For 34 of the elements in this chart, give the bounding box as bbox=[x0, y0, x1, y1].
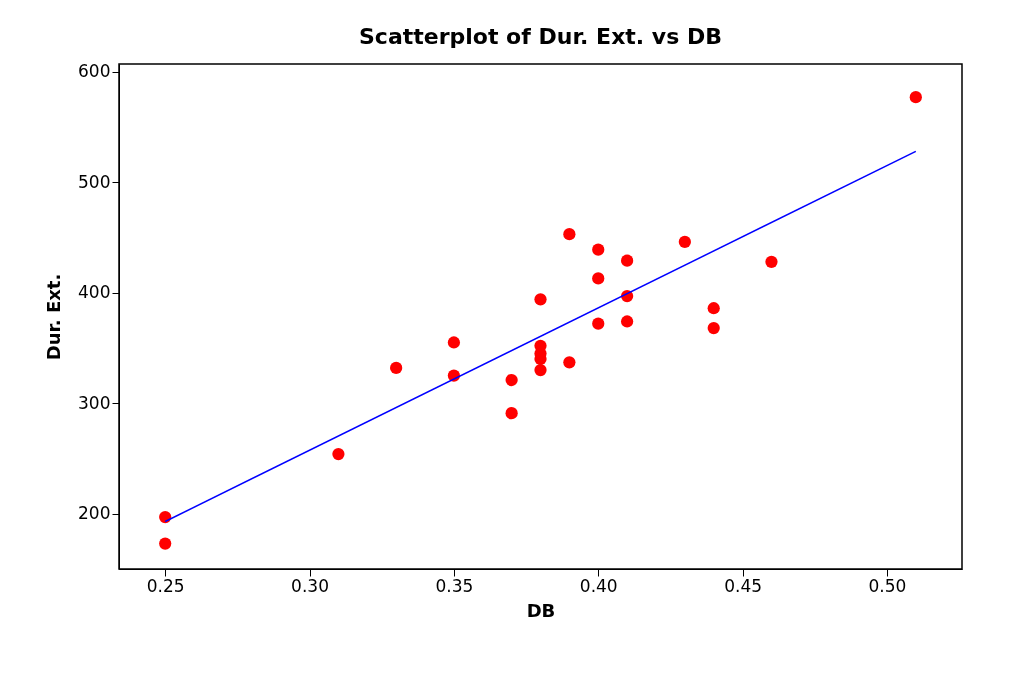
point bbox=[620, 254, 634, 267]
point bbox=[592, 243, 605, 256]
y-axis-title: Dur. Ext. bbox=[43, 273, 65, 361]
point bbox=[505, 407, 518, 420]
y-tick-label: 400 bbox=[78, 282, 111, 303]
point bbox=[563, 356, 576, 369]
point bbox=[592, 272, 605, 285]
x-axis-title: DB bbox=[526, 599, 556, 621]
chart-title: Scatterplot of Dur. Ext. vs DB bbox=[359, 23, 722, 49]
point bbox=[534, 363, 547, 377]
point bbox=[534, 293, 547, 306]
point bbox=[707, 321, 720, 335]
y-tick-label: 500 bbox=[78, 171, 111, 192]
x-tick-label: 0.50 bbox=[868, 575, 907, 596]
x-tick-label: 0.40 bbox=[579, 575, 618, 596]
point bbox=[447, 336, 461, 349]
point bbox=[620, 315, 634, 328]
x-tick-label: 0.45 bbox=[724, 575, 763, 596]
x-tick-label: 0.30 bbox=[291, 575, 329, 596]
y-tick-label: 200 bbox=[78, 503, 111, 524]
point bbox=[332, 447, 345, 461]
point bbox=[505, 373, 518, 387]
y-tick-label: 600 bbox=[78, 61, 111, 82]
point bbox=[707, 302, 720, 315]
point bbox=[159, 537, 172, 550]
point bbox=[563, 228, 576, 241]
point bbox=[909, 91, 922, 104]
x-tick-label: 0.35 bbox=[435, 575, 474, 596]
x-tick-label: 0.25 bbox=[146, 575, 185, 596]
point bbox=[390, 361, 403, 374]
y-tick-label: 300 bbox=[78, 392, 111, 413]
point bbox=[592, 317, 605, 330]
point bbox=[678, 235, 691, 249]
point bbox=[765, 255, 778, 268]
